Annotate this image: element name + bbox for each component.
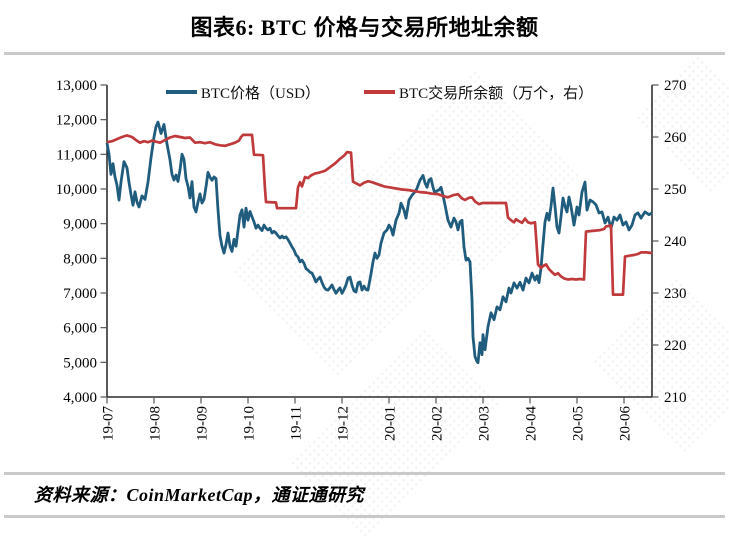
exchange-balance-line [106, 133, 653, 296]
y-left-tick-label: 10,000 [56, 182, 97, 198]
x-tick-label: 20-05 [571, 406, 587, 441]
y-left-tick-label: 11,000 [56, 147, 97, 163]
y-left-tick-label: 9,000 [63, 217, 97, 233]
y-right-tick-label: 210 [664, 390, 687, 406]
x-tick-label: 19-11 [289, 406, 305, 440]
y-right-tick-label: 230 [664, 286, 687, 302]
bottom-divider [4, 515, 725, 518]
x-tick-label: 19-07 [101, 406, 117, 441]
balance-line-swatch [364, 90, 395, 94]
y-left-tick-label: 8,000 [63, 251, 97, 267]
y-left-tick-label: 12,000 [56, 113, 97, 129]
y-left-tick-label: 6,000 [63, 321, 97, 337]
x-tick-label: 20-04 [524, 406, 540, 441]
legend-label-balance: BTC交易所余额（万个，右） [399, 85, 594, 102]
y-left-tick-label: 5,000 [63, 355, 97, 371]
x-tick-label: 19-09 [195, 406, 211, 441]
x-tick-label: 20-01 [383, 406, 399, 441]
btc-price-line [105, 120, 653, 365]
chart-area: 13,000 12,000 11,000 10,000 9,000 8,000 7,000 6… [0, 56, 729, 470]
y-right-tick-label: 260 [664, 130, 687, 146]
x-tick-label: 20-02 [430, 406, 446, 441]
price-line-swatch [165, 90, 197, 94]
x-tick-label: 19-08 [148, 406, 164, 441]
y-right-tick-label: 240 [664, 234, 687, 250]
legend-item-btc-price: BTC价格（USD） [165, 82, 320, 103]
plot-svg: 13,000 12,000 11,000 10,000 9,000 8,000 7,000 6… [56, 78, 687, 441]
x-tick-label: 19-12 [336, 406, 352, 441]
footer-divider [4, 472, 725, 475]
y-right-tick-label: 220 [664, 338, 687, 354]
chart-legend: BTC价格（USD） BTC交易所余额（万个，右） [107, 82, 652, 102]
y-left-tick-label: 4,000 [63, 390, 97, 406]
y-left-tick-label: 13,000 [56, 78, 97, 94]
report-page: 图表6: BTC 价格与交易所地址余额 13,000 12,000 11,000 10… [0, 15, 729, 541]
y-right-tick-label: 270 [664, 78, 687, 94]
title-divider [4, 52, 725, 55]
source-note: 资料来源：CoinMarketCap，通证通研究 [34, 485, 365, 505]
legend-label-price: BTC价格（USD） [200, 85, 320, 102]
x-tick-label: 19-10 [242, 406, 258, 441]
y-left-tick-label: 7,000 [63, 286, 97, 302]
x-tick-label: 20-03 [477, 406, 493, 441]
legend-item-exchange-balance: BTC交易所余额（万个，右） [364, 82, 593, 103]
y-right-tick-label: 250 [664, 182, 687, 198]
x-tick-label: 20-06 [618, 406, 634, 441]
chart-title: 图表6: BTC 价格与交易所地址余额 [190, 15, 539, 40]
